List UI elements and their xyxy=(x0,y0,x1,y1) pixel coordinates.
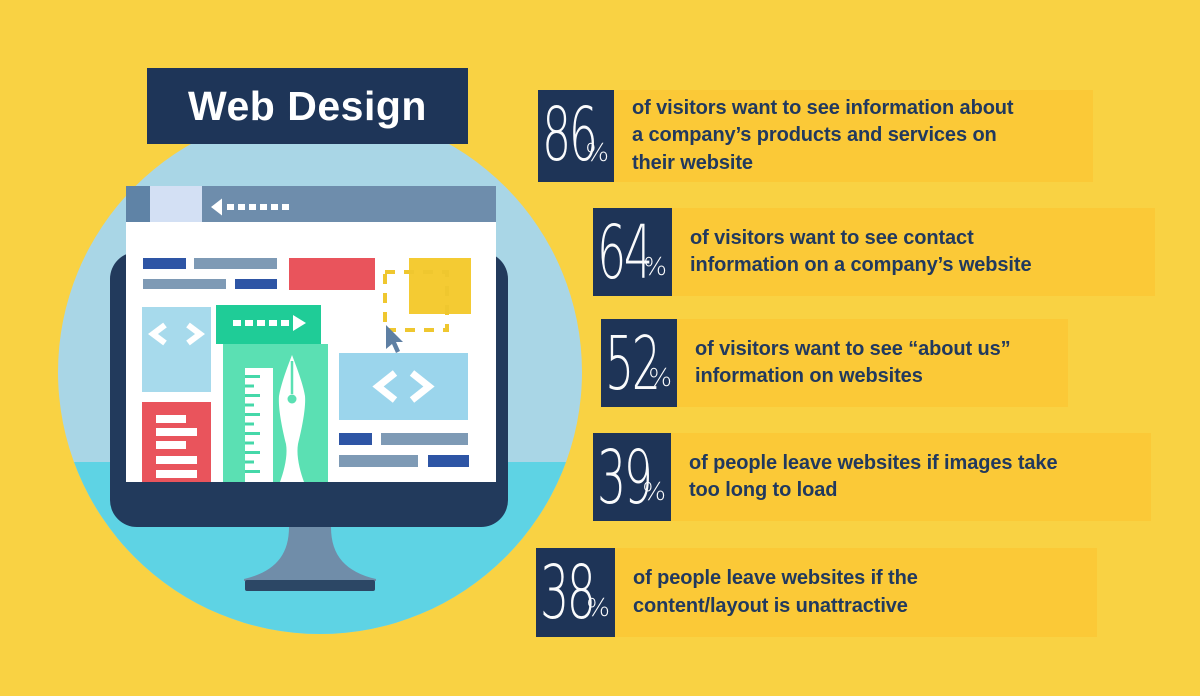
monitor-stand-base xyxy=(245,580,375,591)
page-title-label: Web Design xyxy=(188,82,427,129)
stat-row: 52 % of visitors want to see “about us” … xyxy=(601,319,1068,407)
stat-text-bar: of visitors want to see contact informat… xyxy=(672,208,1155,296)
text-placeholder-bars-top xyxy=(143,258,277,289)
percent-badge: 64 % xyxy=(593,208,672,296)
percent-badge: 86 % xyxy=(538,90,614,182)
stat-text-line: of visitors want to see “about us” xyxy=(695,337,1011,360)
design-tools-panel xyxy=(223,344,328,482)
stat-text-line: information on websites xyxy=(695,365,923,387)
cursor-icon xyxy=(386,325,403,353)
stat-text-bar: of people leave websites if images take … xyxy=(671,433,1151,521)
stat-text-line: too long to load xyxy=(689,479,838,501)
browser-window xyxy=(126,186,496,482)
percent-badge: 38 % xyxy=(536,548,615,637)
stat-text-bar: of visitors want to see information abou… xyxy=(614,90,1093,182)
code-panel-right xyxy=(339,353,468,420)
stat-text-bar: of people leave websites if the content/… xyxy=(615,548,1097,637)
percent-sign: % xyxy=(585,138,609,167)
code-panel-left xyxy=(142,307,211,392)
pen-nib-icon xyxy=(278,355,306,482)
stat-row: 38 % of people leave websites if the con… xyxy=(536,548,1097,637)
page-title: Web Design xyxy=(147,68,468,144)
stat-text-line: of people leave websites if the xyxy=(633,567,918,589)
stat-text-line: of visitors want to see contact xyxy=(690,226,974,249)
code-brackets-icon xyxy=(148,322,167,346)
percent-value: 86 xyxy=(542,92,598,178)
stat-text-line: of people leave websites if images take xyxy=(689,451,1058,474)
percent-sign: % xyxy=(643,252,667,281)
banner-placeholder-red xyxy=(289,258,375,290)
stat-text-line: of visitors want to see information abou… xyxy=(632,96,1014,119)
stat-text-bar: of visitors want to see “about us” infor… xyxy=(677,319,1068,407)
stat-row: 86 % of visitors want to see information… xyxy=(538,90,1093,182)
article-placeholder-red xyxy=(142,402,211,482)
browser-menu-square xyxy=(126,186,150,222)
emerald-arrow-box xyxy=(216,305,321,344)
ruler-icon xyxy=(245,368,273,482)
percent-badge: 52 % xyxy=(601,319,677,407)
stat-text-line: a company’s products and services on xyxy=(632,124,997,147)
monitor-stand xyxy=(244,518,376,581)
percent-value: 39 xyxy=(597,435,653,521)
percent-sign: % xyxy=(648,363,672,392)
forward-arrow-icon xyxy=(233,315,306,331)
stat-row: 64 % of visitors want to see contact inf… xyxy=(593,208,1155,296)
percent-value: 38 xyxy=(540,550,596,636)
stat-text-line: content/layout is unattractive xyxy=(633,594,908,617)
percent-badge: 39 % xyxy=(593,433,671,521)
text-placeholder-bars-bottom xyxy=(339,433,469,467)
stat-row: 39 % of people leave websites if images … xyxy=(593,433,1151,521)
percent-value: 52 xyxy=(605,321,661,407)
browser-tab xyxy=(150,186,202,222)
stat-text-line: information on a company’s website xyxy=(690,254,1032,276)
back-arrow-icon xyxy=(211,198,289,216)
selection-marquee-icon xyxy=(383,270,449,332)
percent-sign: % xyxy=(586,593,610,622)
stat-text-line: their website xyxy=(632,151,753,174)
image-placeholder-yellow xyxy=(409,258,471,314)
code-brackets-icon xyxy=(372,370,398,403)
percent-sign: % xyxy=(642,477,666,506)
percent-value: 64 xyxy=(597,210,653,296)
